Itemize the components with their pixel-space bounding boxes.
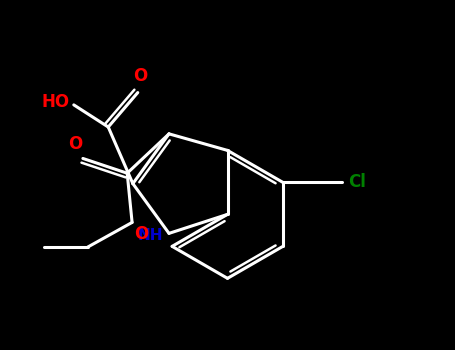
Text: NH: NH (137, 228, 163, 243)
Text: O: O (68, 134, 83, 153)
Text: HO: HO (42, 93, 70, 111)
Text: Cl: Cl (348, 173, 366, 191)
Text: O: O (133, 67, 147, 85)
Text: O: O (135, 225, 149, 243)
